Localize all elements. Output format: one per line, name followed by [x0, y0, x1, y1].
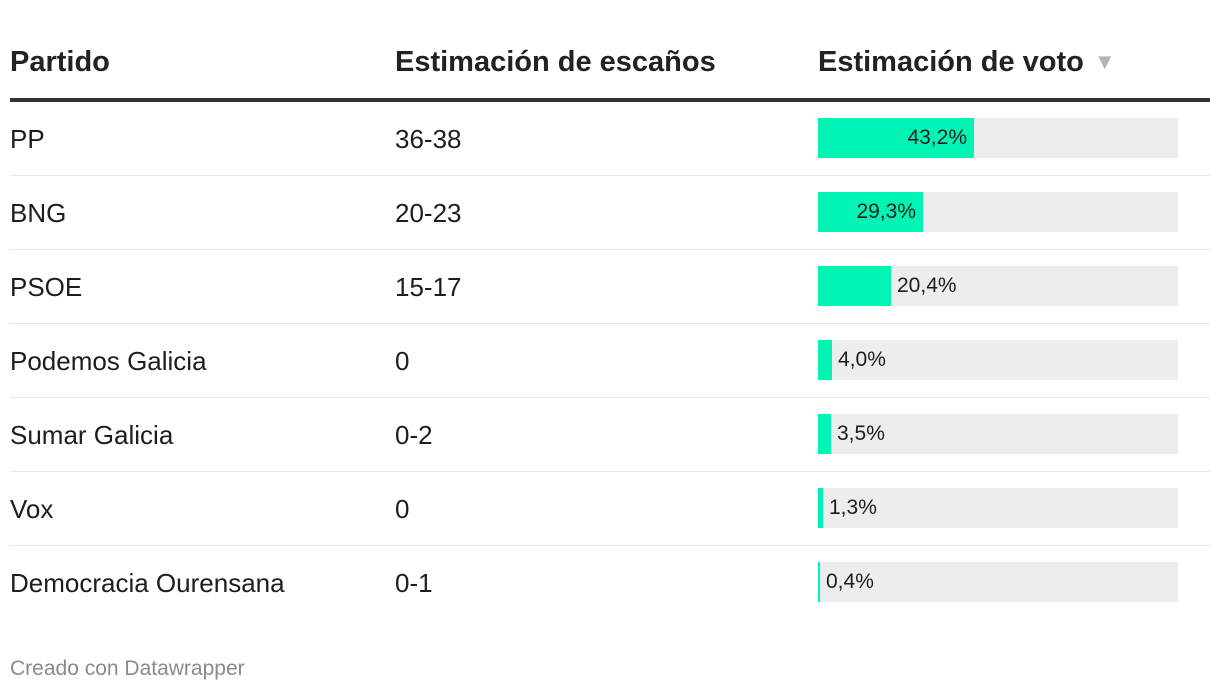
sort-descending-icon[interactable]: ▼ — [1093, 49, 1116, 74]
column-header-party-label: Partido — [10, 46, 110, 78]
seat-estimate: 0-1 — [395, 568, 433, 598]
vote-bar — [818, 488, 823, 528]
vote-bar — [818, 562, 820, 602]
vote-bar-track: 43,2% — [818, 118, 1178, 158]
column-header-seats[interactable]: Estimación de escaños — [395, 46, 716, 79]
party-name: Sumar Galicia — [10, 420, 174, 450]
seat-estimate: 36-38 — [395, 124, 462, 154]
party-name: Democracia Ourensana — [10, 568, 285, 598]
party-name: BNG — [10, 198, 67, 228]
vote-estimate-table: Partido Estimación de escaños Estimación… — [10, 0, 1210, 619]
vote-data-label: 1,3% — [829, 496, 877, 519]
vote-bar-track: 0,4% — [818, 562, 1178, 602]
table-row: Sumar Galicia 0-2 3,5% — [10, 398, 1210, 472]
table-row: PSOE 15-17 20,4% — [10, 250, 1210, 324]
party-name: PSOE — [10, 272, 83, 302]
vote-bar-track: 1,3% — [818, 488, 1178, 528]
table-header: Partido Estimación de escaños Estimación… — [10, 0, 1210, 102]
vote-bar — [818, 192, 923, 232]
party-name: PP — [10, 124, 45, 154]
vote-data-label: 0,4% — [826, 570, 874, 593]
vote-data-label: 43,2% — [907, 126, 967, 149]
seat-estimate: 20-23 — [395, 198, 462, 228]
vote-data-label: 29,3% — [856, 200, 916, 223]
vote-data-label: 4,0% — [838, 348, 886, 371]
vote-data-label: 3,5% — [837, 422, 885, 445]
vote-bar-track: 20,4% — [818, 266, 1178, 306]
vote-data-label: 20,4% — [897, 274, 957, 297]
vote-bar-track: 3,5% — [818, 414, 1178, 454]
table-row: Vox 0 1,3% — [10, 472, 1210, 546]
column-header-seats-label: Estimación de escaños — [395, 46, 716, 78]
vote-bar — [818, 414, 831, 454]
column-header-vote[interactable]: Estimación de voto ▼ — [818, 46, 1116, 79]
column-header-party[interactable]: Partido — [10, 46, 110, 79]
table-body: PP 36-38 43,2% BNG 20-23 29,3% PSOE 15-17 20,4% P… — [10, 102, 1210, 619]
vote-bar — [818, 340, 832, 380]
table-row: Podemos Galicia 0 4,0% — [10, 324, 1210, 398]
table-row: Democracia Ourensana 0-1 0,4% — [10, 546, 1210, 619]
seat-estimate: 0-2 — [395, 420, 433, 450]
vote-bar — [818, 266, 891, 306]
seat-estimate: 15-17 — [395, 272, 462, 302]
vote-bar-track: 29,3% — [818, 192, 1178, 232]
credit-footer: Creado con Datawrapper — [10, 657, 245, 680]
party-name: Podemos Galicia — [10, 346, 207, 376]
table-row: BNG 20-23 29,3% — [10, 176, 1210, 250]
seat-estimate: 0 — [395, 346, 410, 376]
vote-bar-track: 4,0% — [818, 340, 1178, 380]
party-name: Vox — [10, 494, 54, 524]
table-row: PP 36-38 43,2% — [10, 102, 1210, 176]
seat-estimate: 0 — [395, 494, 410, 524]
vote-bar — [818, 118, 974, 158]
column-header-vote-label: Estimación de voto — [818, 46, 1084, 78]
